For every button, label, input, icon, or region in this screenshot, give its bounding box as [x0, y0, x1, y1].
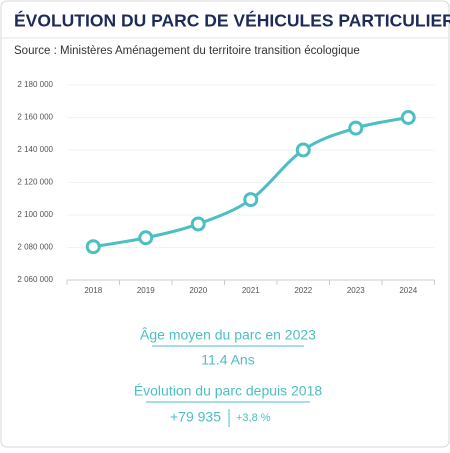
- evolution-label: Évolution du parc depuis 2018: [134, 383, 323, 399]
- age-value: 11.4 Ans: [201, 352, 254, 368]
- y-tick-label: 2 080 000: [17, 243, 53, 252]
- point: [85, 239, 101, 255]
- x-tick-label: 2023: [347, 286, 365, 295]
- chart-subtitle: Source : Ministères Aménagement du terri…: [14, 45, 360, 57]
- point: [138, 230, 154, 246]
- point: [400, 110, 416, 125]
- x-tick-label: 2024: [399, 286, 417, 295]
- evolution-abs: +79 935: [170, 409, 221, 425]
- x-tick-label: 2020: [189, 286, 207, 295]
- chart-title: ÉVOLUTION DU PARC DE VÉHICULES PARTICULI…: [14, 10, 450, 31]
- y-tick-label: 2 140 000: [17, 145, 53, 154]
- x-tick-label: 2021: [242, 286, 260, 295]
- age-label: Âge moyen du parc en 2023: [140, 327, 316, 343]
- evolution-pct: +3,8 %: [236, 412, 271, 424]
- y-tick-label: 2 120 000: [17, 178, 53, 187]
- x-tick-label: 2018: [84, 286, 102, 295]
- y-tick-label: 2 180 000: [17, 80, 53, 89]
- point: [348, 120, 364, 136]
- y-tick-label: 2 100 000: [17, 210, 53, 219]
- point: [295, 142, 311, 158]
- point: [243, 192, 259, 208]
- x-tick-label: 2022: [294, 286, 312, 295]
- point: [190, 216, 206, 232]
- x-tick-label: 2019: [137, 286, 155, 295]
- y-tick-label: 2 160 000: [17, 113, 53, 122]
- y-tick-label: 2 060 000: [17, 275, 53, 284]
